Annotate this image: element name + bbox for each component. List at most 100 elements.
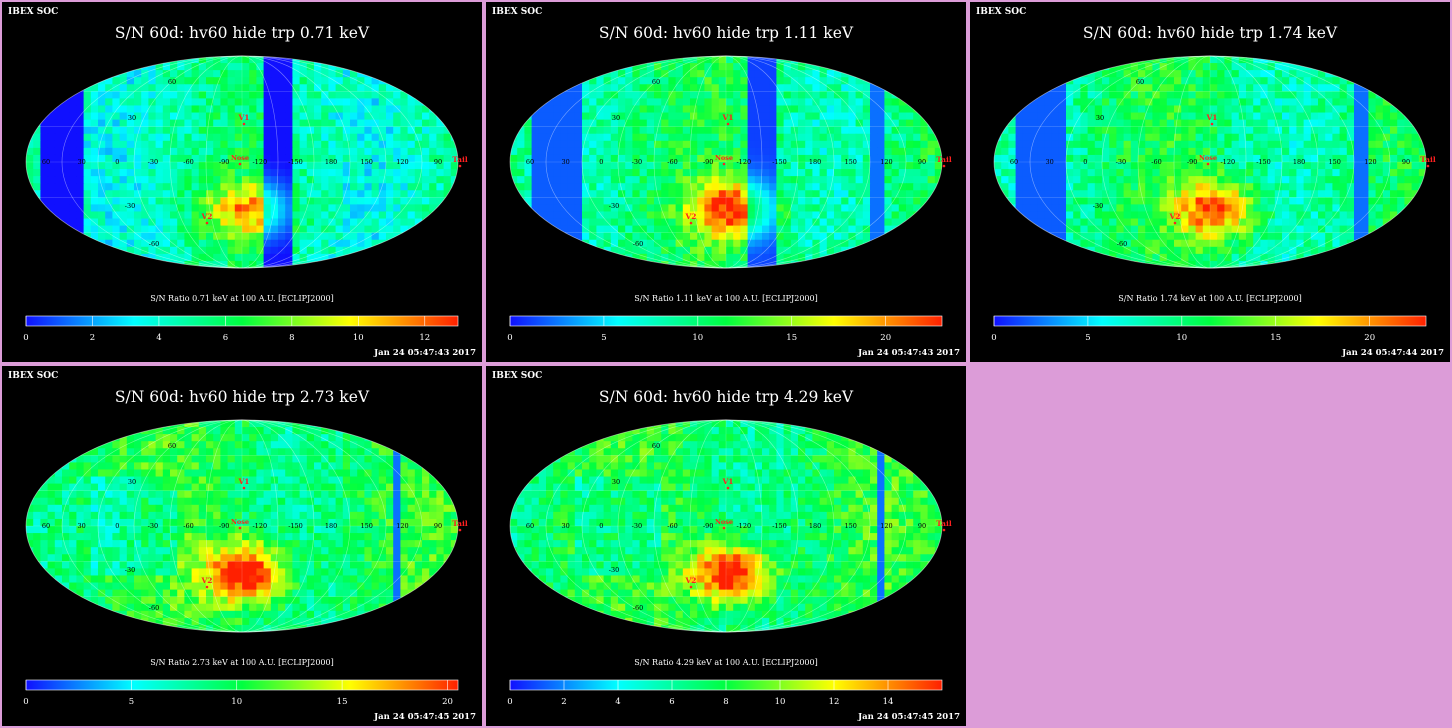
longitude-label: -120 [252,158,267,166]
longitude-label: 0 [115,158,119,166]
colorbar-tick-label: 8 [289,333,294,343]
marker-v1: V1 [1205,113,1217,122]
longitude-label: 150 [1328,158,1340,166]
marker-nose: Nose [1199,154,1217,162]
colorbar-tick-label: 5 [601,333,606,343]
timestamp: Jan 24 05:47:43 2017 [374,348,476,358]
colorbar-tick-label: 15 [337,697,348,707]
latitude-label: -30 [125,566,135,574]
longitude-label: 30 [77,522,85,530]
longitude-label: -60 [667,522,677,530]
marker-v1: V1 [237,477,249,486]
marker-dot-v1 [1210,122,1214,126]
latitude-label: 30 [612,478,620,486]
longitude-label: 150 [360,522,372,530]
longitude-label: 0 [599,158,603,166]
latitude-label: 30 [1096,114,1104,122]
marker-dot-nose [722,162,726,166]
colorbar-tick-label: 14 [883,697,894,707]
colorbar-tick-label: 10 [231,697,242,707]
panel-header: IBEX SOC [492,371,543,381]
colorbar-tick-label: 15 [786,333,797,343]
marker-dot-tail [1426,164,1430,168]
longitude-label: 180 [809,158,821,166]
marker-dot-v1 [726,486,730,490]
longitude-label: 60 [42,522,50,530]
latitude-label: 30 [128,114,136,122]
longitude-label: -90 [219,522,229,530]
colorbar [509,315,943,327]
marker-dot-tail [458,528,462,532]
colorbar-label: S/N Ratio 4.29 keV at 100 A.U. [ECLIPJ20… [634,658,818,667]
marker-dot-v1 [242,486,246,490]
longitude-label: -90 [219,158,229,166]
timestamp: Jan 24 05:47:45 2017 [858,712,960,722]
marker-v2: V2 [1168,212,1180,221]
sky-map-panel-1: IBEX SOC S/N 60d: hv60 hide trp 0.71 keV… [2,2,482,362]
longitude-label: 150 [360,158,372,166]
latitude-label: -60 [633,604,643,612]
colorbar-tick-label: 6 [669,697,674,707]
colorbar-tick-label: 8 [723,697,728,707]
latitude-label: -60 [149,240,159,248]
longitude-label: -120 [736,158,751,166]
longitude-label: -60 [667,158,677,166]
colorbar-label: S/N Ratio 1.74 keV at 100 A.U. [ECLIPJ20… [1118,294,1302,303]
colorbar-tick-label: 20 [442,697,453,707]
map-outline [25,419,459,633]
colorbar-tick-label: 0 [507,333,512,343]
colorbar-tick-label: 4 [156,333,161,343]
latitude-label: 60 [652,78,660,86]
marker-v1: V1 [721,477,733,486]
marker-nose: Nose [715,154,733,162]
panel-title: S/N 60d: hv60 hide trp 1.74 keV [1082,24,1338,42]
latitude-label: -60 [149,604,159,612]
longitude-label: 120 [396,522,408,530]
marker-tail: Tail [936,155,952,164]
panel-header: IBEX SOC [976,7,1027,17]
longitude-label: 90 [918,522,926,530]
panel-title: S/N 60d: hv60 hide trp 2.73 keV [114,388,370,406]
latitude-label: -30 [609,566,619,574]
longitude-label: -30 [148,522,158,530]
marker-v2: V2 [200,212,212,221]
latitude-label: 60 [168,442,176,450]
map-outline [993,55,1427,269]
marker-tail: Tail [936,519,952,528]
marker-v2: V2 [684,212,696,221]
colorbar-label: S/N Ratio 2.73 keV at 100 A.U. [ECLIPJ20… [150,658,334,667]
colorbar-tick-label: 5 [1085,333,1090,343]
longitude-label: 0 [115,522,119,530]
longitude-label: -90 [703,522,713,530]
latitude-label: -60 [1117,240,1127,248]
map-outline [509,419,943,633]
longitude-label: 90 [918,158,926,166]
colorbar-tick-label: 0 [23,697,28,707]
timestamp: Jan 24 05:47:44 2017 [1342,348,1444,358]
map-outline [25,55,459,269]
latitude-label: -30 [125,202,135,210]
sky-map-panel-2: IBEX SOC S/N 60d: hv60 hide trp 1.11 keV… [486,2,966,362]
longitude-label: -60 [183,158,193,166]
longitude-label: 180 [325,522,337,530]
colorbar-tick-label: 0 [991,333,996,343]
longitude-label: 90 [434,158,442,166]
longitude-label: 60 [526,158,534,166]
colorbar-tick-label: 20 [880,333,891,343]
longitude-label: -30 [148,158,158,166]
marker-dot-v2 [1173,221,1177,225]
sky-map-chart: 60 30 0 -30 -60 -90 -120 -150 180 150 120 906030-30… [23,55,468,343]
colorbar [25,315,459,327]
longitude-label: -120 [1220,158,1235,166]
longitude-label: -150 [288,522,303,530]
longitude-label: 60 [526,522,534,530]
marker-dot-v1 [726,122,730,126]
latitude-label: 60 [1136,78,1144,86]
longitude-label: 30 [77,158,85,166]
colorbar [993,315,1427,327]
colorbar-tick-label: 10 [775,697,786,707]
marker-v1: V1 [237,113,249,122]
longitude-label: -150 [772,522,787,530]
marker-dot-tail [458,164,462,168]
colorbar-tick-label: 4 [615,697,620,707]
